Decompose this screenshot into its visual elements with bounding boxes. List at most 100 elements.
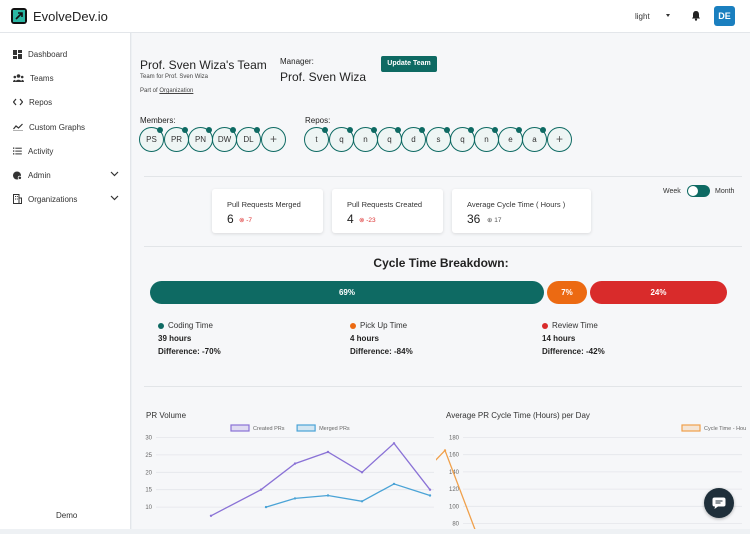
pr-volume-chart: Created PRs Merged PRs 30 25 20 15 10 bbox=[145, 424, 434, 517]
chart-title-cycle-time: Average PR Cycle Time (Hours) per Day bbox=[446, 411, 590, 420]
chevron-down-icon[interactable] bbox=[666, 14, 670, 17]
sidebar-item-label: Repos bbox=[29, 97, 53, 107]
manager-label: Manager: bbox=[280, 57, 314, 66]
repo-chip[interactable]: q bbox=[450, 127, 475, 152]
member-chip[interactable]: PS bbox=[139, 127, 164, 152]
sidebar-item-label: Custom Graphs bbox=[29, 122, 86, 132]
sidebar-item-teams[interactable]: Teams bbox=[13, 71, 54, 85]
stat-delta-value: -23 bbox=[366, 217, 376, 224]
divider bbox=[144, 176, 742, 177]
data-point bbox=[428, 494, 432, 497]
toggle-week-label: Week bbox=[663, 188, 681, 195]
legend-swatch bbox=[681, 424, 701, 432]
repo-chip[interactable]: q bbox=[329, 127, 354, 152]
repo-chip[interactable]: t bbox=[304, 127, 329, 152]
repo-badge bbox=[492, 127, 498, 133]
data-point bbox=[293, 462, 297, 465]
update-team-button[interactable]: Update Team bbox=[381, 56, 437, 72]
organization-link[interactable]: Organization bbox=[159, 88, 194, 94]
legend-swatch bbox=[230, 424, 250, 432]
stat-value: 4 bbox=[347, 212, 354, 226]
member-badge bbox=[254, 127, 260, 133]
repo-chip[interactable]: s bbox=[426, 127, 451, 152]
user-avatar[interactable]: DE bbox=[714, 6, 735, 26]
chevron-down-icon[interactable] bbox=[110, 171, 119, 177]
brand-name[interactable]: EvolveDev.io bbox=[33, 9, 108, 24]
member-chip[interactable]: PN bbox=[188, 127, 213, 152]
list-icon bbox=[13, 147, 22, 155]
repo-chip[interactable]: q bbox=[377, 127, 402, 152]
breakdown-segment: 7% bbox=[546, 281, 587, 304]
repo-initial: q bbox=[387, 135, 392, 144]
legend-pick-up-time: Pick Up Time 4 hours Difference: -84% bbox=[350, 321, 413, 356]
stat-delta-value: -7 bbox=[246, 217, 253, 224]
theme-select[interactable]: light bbox=[635, 12, 650, 21]
chat-button[interactable] bbox=[704, 488, 734, 518]
y-tick-label: 140 bbox=[449, 470, 460, 476]
y-tick-label: 180 bbox=[449, 436, 460, 442]
chart-title-pr-volume: PR Volume bbox=[146, 411, 187, 420]
sidebar-item-repos[interactable]: Repos bbox=[13, 95, 52, 109]
legend-name: Coding Time bbox=[168, 321, 213, 330]
repo-initial: d bbox=[411, 135, 416, 144]
member-chip[interactable]: PR bbox=[164, 127, 189, 152]
series-line bbox=[210, 442, 431, 517]
sidebar-item-activity[interactable]: Activity bbox=[13, 144, 53, 158]
member-chip[interactable]: DW bbox=[212, 127, 237, 152]
sidebar-item-admin[interactable]: Admin bbox=[13, 168, 51, 182]
logo-icon[interactable] bbox=[11, 8, 27, 24]
sidebar-item-label: Organizations bbox=[28, 194, 78, 204]
repo-badge bbox=[540, 127, 546, 133]
sidebar: Dashboard Teams Repos Custom Graphs Acti… bbox=[0, 33, 131, 529]
repo-chip[interactable]: a bbox=[522, 127, 547, 152]
legend-coding-time: Coding Time 39 hours Difference: -70% bbox=[158, 321, 221, 356]
data-point bbox=[259, 488, 263, 491]
sidebar-item-dashboard[interactable]: Dashboard bbox=[13, 47, 67, 61]
repo-chip[interactable]: n bbox=[474, 127, 499, 152]
y-tick-label: 80 bbox=[452, 522, 459, 528]
trend-up-icon: ⊕ bbox=[487, 217, 493, 224]
legend-difference: Difference: -70% bbox=[158, 347, 221, 356]
sidebar-footer-demo[interactable]: Demo bbox=[56, 511, 78, 520]
repo-initial: a bbox=[532, 135, 537, 144]
legend-dot bbox=[350, 322, 356, 329]
repo-badge bbox=[371, 127, 377, 133]
sidebar-item-organizations[interactable]: Organizations bbox=[13, 192, 77, 206]
legend-dot bbox=[542, 322, 548, 329]
y-tick-label: 25 bbox=[145, 453, 152, 459]
repo-badge bbox=[444, 127, 450, 133]
repo-chip[interactable]: d bbox=[401, 127, 426, 152]
stat-delta: ⊕ 17 bbox=[487, 216, 502, 224]
sidebar-item-custom-graphs[interactable]: Custom Graphs bbox=[13, 120, 85, 134]
add-member-button[interactable]: + bbox=[261, 127, 286, 152]
repo-chip[interactable]: e bbox=[498, 127, 523, 152]
users-icon bbox=[13, 74, 24, 82]
member-initials: PN bbox=[194, 135, 207, 144]
legend-label: Cycle Time - Hours bbox=[704, 426, 746, 432]
chevron-down-icon[interactable] bbox=[110, 195, 119, 201]
repo-badge bbox=[516, 127, 522, 133]
series-line bbox=[436, 449, 476, 529]
repo-initial: s bbox=[436, 135, 441, 144]
sidebar-item-label: Teams bbox=[30, 73, 54, 83]
data-point bbox=[264, 505, 268, 509]
team-subtitle: Team for Prof. Sven Wiza bbox=[140, 74, 209, 80]
data-point bbox=[392, 482, 396, 486]
y-tick-label: 10 bbox=[145, 505, 152, 511]
bell-icon[interactable] bbox=[691, 10, 701, 23]
add-repo-button[interactable]: + bbox=[547, 127, 572, 152]
period-toggle[interactable] bbox=[687, 185, 710, 197]
member-chip[interactable]: DL bbox=[236, 127, 261, 152]
repo-chip[interactable]: n bbox=[353, 127, 378, 152]
legend-difference: Difference: -42% bbox=[542, 347, 605, 356]
y-tick-label: 20 bbox=[145, 470, 152, 476]
stat-card-prs-created: Pull Requests Created 4 ⊗ -23 bbox=[332, 189, 443, 233]
data-point bbox=[293, 497, 297, 500]
building-icon bbox=[13, 194, 22, 204]
repo-initial: q bbox=[339, 135, 344, 144]
data-point bbox=[209, 514, 213, 517]
repo-badge bbox=[395, 127, 401, 133]
legend-label: Merged PRs bbox=[319, 426, 350, 432]
data-point bbox=[360, 500, 364, 503]
data-point bbox=[428, 488, 432, 491]
